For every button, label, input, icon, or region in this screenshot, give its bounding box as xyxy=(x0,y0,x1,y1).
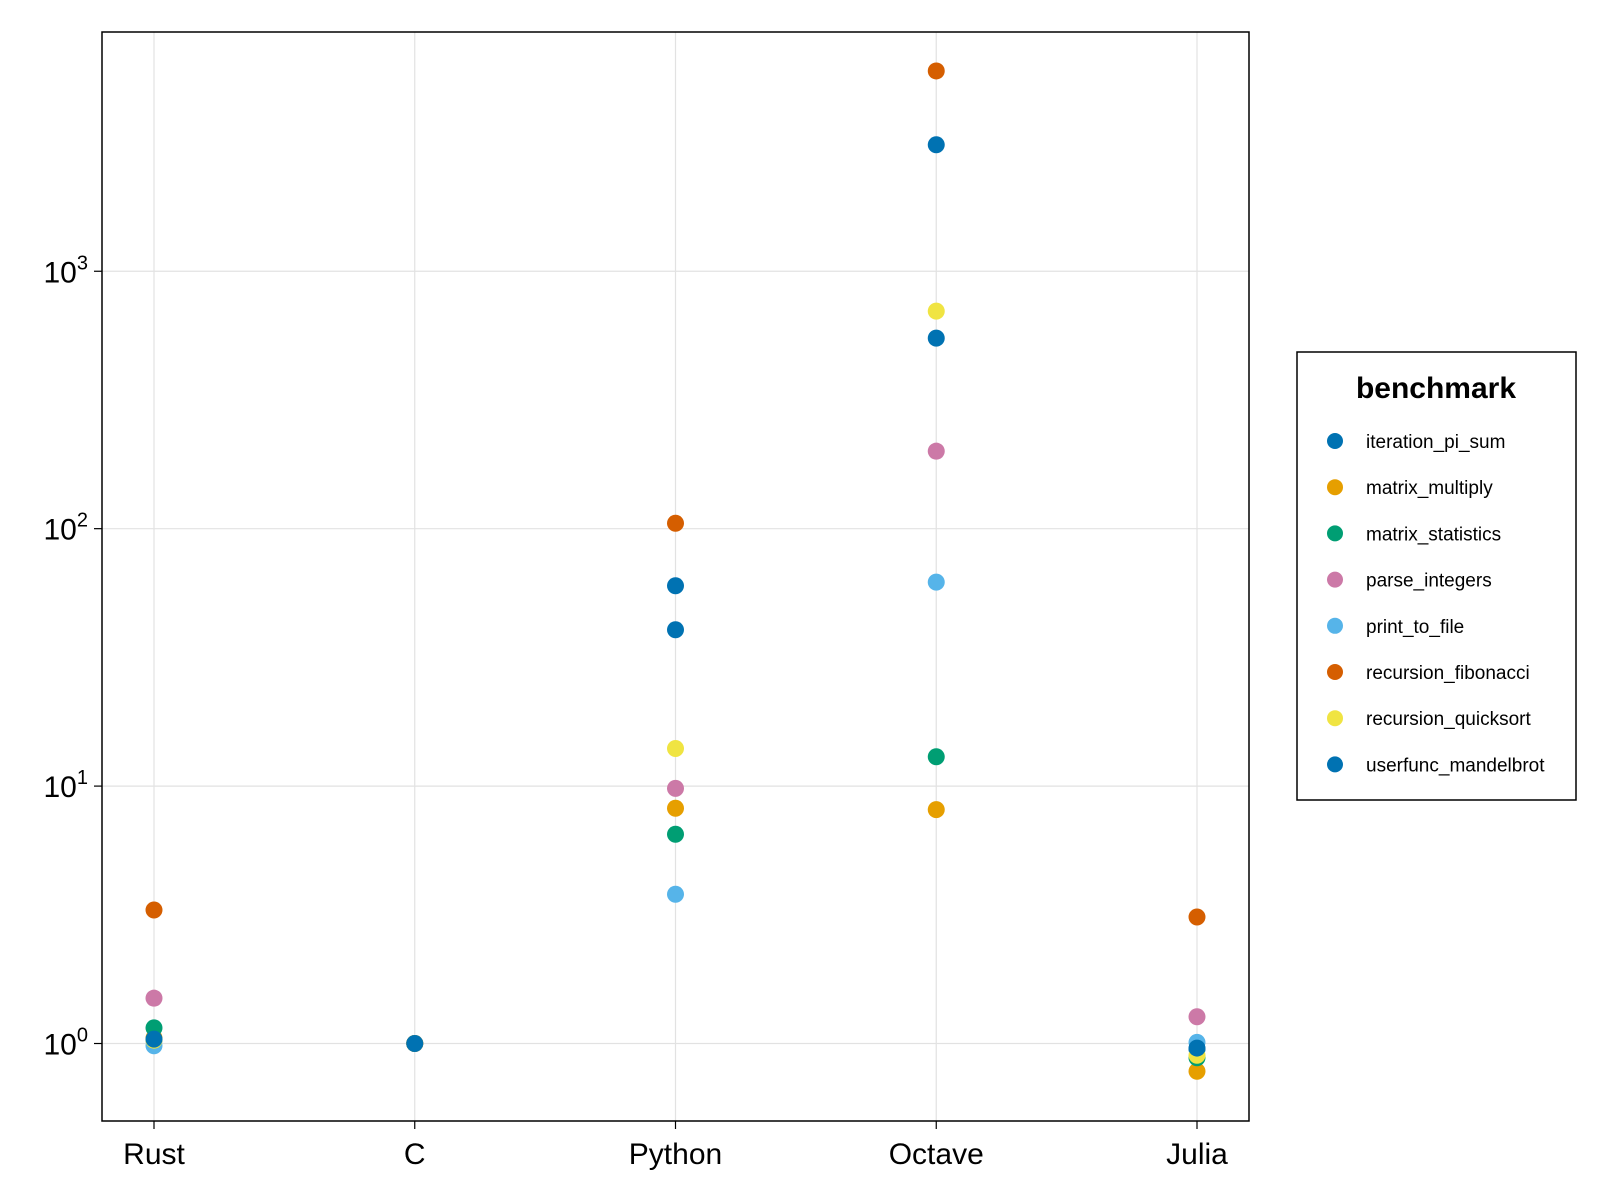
x-tick-label: Rust xyxy=(123,1138,185,1171)
y-tick-exponent: 2 xyxy=(77,510,88,532)
y-tick-base: 10 xyxy=(44,256,77,289)
data-point-iteration_pi_sum-Octave xyxy=(927,136,945,154)
data-point-parse_integers-Julia xyxy=(1188,1008,1206,1026)
data-point-print_to_file-Python xyxy=(667,885,684,903)
legend-label-matrix_multiply: matrix_multiply xyxy=(1366,478,1493,499)
data-point-matrix_statistics-Octave xyxy=(927,748,945,766)
legend-label-parse_integers: parse_integers xyxy=(1366,571,1492,592)
legend-marker-print_to_file xyxy=(1327,617,1343,634)
y-tick-label: 100 xyxy=(44,1025,89,1062)
legend-marker-recursion_quicksort xyxy=(1327,710,1343,727)
y-tick-exponent: 0 xyxy=(77,1025,88,1047)
data-point-print_to_file-Octave xyxy=(927,573,945,591)
data-point-userfunc_mandelbrot-Octave xyxy=(927,329,945,347)
data-point-userfunc_mandelbrot-C xyxy=(406,1035,424,1053)
legend-marker-userfunc_mandelbrot xyxy=(1327,756,1343,773)
x-axis-tick-labels: Rust C Python Octave Julia xyxy=(123,1138,1228,1171)
data-point-recursion_fibonacci-Python xyxy=(667,514,684,532)
data-point-parse_integers-Octave xyxy=(927,442,945,460)
x-tick-label: Octave xyxy=(889,1138,984,1171)
data-point-recursion_fibonacci-Julia xyxy=(1188,908,1206,926)
legend-label-matrix_statistics: matrix_statistics xyxy=(1366,524,1501,545)
legend-label-userfunc_mandelbrot: userfunc_mandelbrot xyxy=(1366,755,1545,776)
legend-title: benchmark xyxy=(1356,372,1516,405)
y-tick-label: 103 xyxy=(44,252,89,289)
y-tick-exponent: 1 xyxy=(77,767,88,789)
x-tick-label: C xyxy=(404,1138,426,1171)
data-point-parse_integers-Rust xyxy=(145,989,163,1007)
grid-lines xyxy=(102,32,1249,1121)
legend-marker-parse_integers xyxy=(1327,571,1343,588)
x-tick-label: Julia xyxy=(1166,1138,1228,1171)
legend-label-print_to_file: print_to_file xyxy=(1366,617,1464,638)
data-point-iteration_pi_sum-Python xyxy=(667,621,684,639)
axis-ticks xyxy=(94,270,1198,1129)
data-point-matrix_multiply-Python xyxy=(667,799,684,817)
y-tick-base: 10 xyxy=(44,771,77,804)
legend-marker-matrix_multiply xyxy=(1327,479,1343,496)
legend-label-recursion_fibonacci: recursion_fibonacci xyxy=(1366,663,1530,684)
legend: benchmark iteration_pi_sum matrix_multipl… xyxy=(1296,351,1577,801)
legend-marker-recursion_fibonacci xyxy=(1327,664,1343,680)
x-tick-label: Python xyxy=(629,1138,722,1171)
data-point-matrix_multiply-Octave xyxy=(927,801,945,819)
data-point-userfunc_mandelbrot-Rust xyxy=(145,1030,163,1048)
y-tick-exponent: 3 xyxy=(77,252,88,274)
y-tick-base: 10 xyxy=(44,514,77,547)
legend-marker-matrix_statistics xyxy=(1327,525,1343,542)
data-point-recursion_quicksort-Octave xyxy=(927,302,945,320)
legend-label-recursion_quicksort: recursion_quicksort xyxy=(1366,709,1531,730)
data-point-recursion_fibonacci-Octave xyxy=(927,62,945,80)
legend-box xyxy=(1296,351,1577,801)
data-points xyxy=(145,62,1206,1080)
y-tick-base: 10 xyxy=(44,1029,77,1062)
legend-marker-iteration_pi_sum xyxy=(1327,433,1343,449)
data-point-parse_integers-Python xyxy=(667,779,684,797)
legend-entries: iteration_pi_sum matrix_multiply matrix_st… xyxy=(1327,432,1545,776)
data-point-matrix_statistics-Python xyxy=(667,825,684,843)
y-tick-label: 101 xyxy=(44,767,89,804)
legend-label-iteration_pi_sum: iteration_pi_sum xyxy=(1366,432,1505,453)
data-point-userfunc_mandelbrot-Python xyxy=(667,577,684,595)
data-point-matrix_multiply-Julia xyxy=(1188,1062,1206,1080)
y-tick-label: 102 xyxy=(44,510,89,547)
data-point-recursion_fibonacci-Rust xyxy=(145,901,163,919)
data-point-recursion_quicksort-Python xyxy=(667,739,684,757)
data-point-userfunc_mandelbrot-Julia xyxy=(1188,1039,1206,1057)
